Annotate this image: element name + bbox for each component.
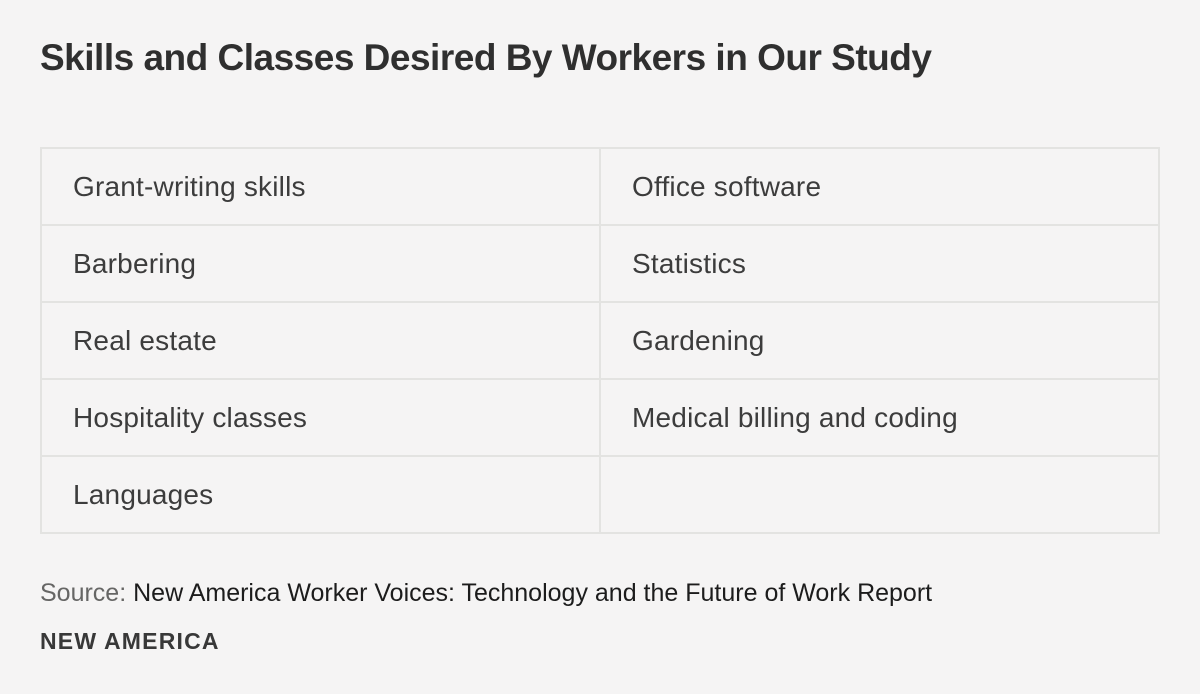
table-cell: Hospitality classes (42, 380, 599, 455)
table-cell: Grant-writing skills (42, 149, 599, 224)
table-cell-empty (601, 457, 1158, 532)
table-cell: Statistics (601, 226, 1158, 301)
source-text: New America Worker Voices: Technology an… (126, 579, 933, 607)
source-label: Source: (40, 579, 127, 607)
table-cell: Medical billing and coding (601, 380, 1158, 455)
table-cell: Real estate (42, 303, 599, 378)
chart-title: Skills and Classes Desired By Workers in… (40, 37, 932, 78)
table-cell: Gardening (601, 303, 1158, 378)
source-line: Source: New America Worker Voices: Techn… (40, 578, 932, 608)
skills-table: Grant-writing skills Office software Bar… (40, 147, 1160, 534)
table-cell: Office software (601, 149, 1158, 224)
new-america-logo: NEW AMERICA (40, 628, 220, 654)
table-cell: Languages (42, 457, 599, 532)
table-cell: Barbering (42, 226, 599, 301)
